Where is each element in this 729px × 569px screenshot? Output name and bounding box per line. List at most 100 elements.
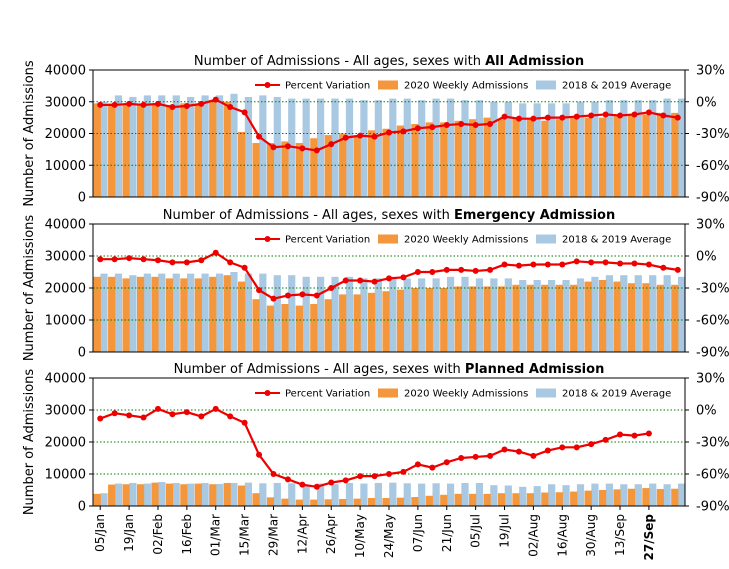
percent-point: [631, 111, 638, 118]
bar-2020: [151, 482, 159, 506]
bar-2020: [396, 289, 405, 352]
bar-avg: [475, 278, 484, 352]
legend-swatch-2020: [378, 388, 398, 398]
percent-point: [443, 266, 450, 273]
percent-point: [97, 256, 104, 263]
bar-avg: [143, 273, 151, 352]
bar-2020: [310, 499, 318, 506]
bar-2020: [295, 499, 303, 506]
percent-point: [414, 125, 421, 132]
bar-2020: [136, 276, 145, 352]
bar-avg: [490, 485, 498, 506]
bar-avg: [634, 275, 642, 352]
bar-2020: [223, 275, 231, 352]
bar-avg: [418, 278, 426, 352]
percent-point: [472, 267, 479, 274]
bar-avg: [331, 276, 339, 352]
bar-avg: [562, 485, 570, 506]
legend-swatch-2020: [378, 80, 398, 90]
legend-point-marker: [264, 390, 271, 396]
y2-tick-label: -90%: [696, 500, 729, 515]
bar-avg: [302, 485, 310, 506]
percent-point: [270, 295, 277, 302]
y-tick-label: 40000: [45, 64, 86, 79]
bar-avg: [317, 276, 325, 352]
percent-point: [645, 430, 652, 437]
bar-2020: [252, 493, 260, 506]
bar-2020: [165, 278, 174, 352]
bar-avg: [114, 95, 123, 197]
bar-2020: [238, 281, 246, 352]
y2-tick-label: 0%: [696, 95, 717, 110]
x-tick-label: 02/Aug: [526, 514, 540, 557]
y2-tick-label: 30%: [696, 218, 725, 233]
bar-avg: [129, 96, 137, 197]
legend-label: Percent Variation: [285, 235, 370, 246]
percent-point: [602, 259, 609, 266]
bar-2020: [483, 117, 491, 197]
x-tick-label: 05/Jan: [93, 514, 107, 552]
percent-point: [429, 269, 436, 275]
bar-avg: [446, 98, 455, 197]
bar-2020: [483, 286, 491, 352]
bar-2020: [598, 490, 607, 506]
y-tick-label: 20000: [45, 436, 86, 451]
y2-tick-label: -30%: [696, 282, 729, 297]
percent-point: [674, 266, 681, 273]
bar-2020: [613, 116, 621, 197]
bar-2020: [151, 103, 159, 197]
percent-point: [227, 259, 234, 266]
bar-2020: [367, 498, 376, 506]
bar-2020: [108, 276, 116, 352]
bar-2020: [353, 498, 361, 506]
bar-2020: [194, 278, 202, 352]
percent-point: [674, 114, 681, 121]
percent-point: [400, 128, 407, 135]
bar-2020: [411, 497, 419, 506]
bar-2020: [194, 103, 202, 197]
bar-avg: [475, 482, 484, 506]
bar-avg: [215, 273, 224, 352]
bar-2020: [570, 491, 578, 506]
bar-2020: [353, 135, 361, 197]
bar-2020: [353, 294, 361, 352]
bar-2020: [165, 104, 174, 197]
bar-avg: [605, 275, 613, 352]
y-tick-label: 0: [78, 500, 86, 515]
percent-point: [284, 476, 291, 483]
percent-point: [212, 405, 219, 412]
bar-avg: [389, 482, 397, 506]
percent-point: [126, 100, 133, 107]
bar-avg: [591, 101, 599, 197]
bar-2020: [151, 276, 159, 352]
percent-point: [400, 468, 407, 475]
percent-point: [140, 101, 147, 108]
bar-2020: [656, 284, 664, 352]
panel-title: Number of Admissions - All ages, sexes w…: [163, 208, 615, 223]
bar-avg: [244, 273, 253, 352]
legend-swatch-2020: [378, 234, 398, 244]
percent-point: [515, 262, 522, 269]
x-tick-label: 30/Aug: [584, 514, 598, 557]
bar-2020: [295, 143, 303, 197]
percent-point: [414, 461, 421, 468]
bar-avg: [143, 95, 151, 197]
percent-point: [313, 147, 320, 154]
percent-point: [660, 264, 667, 271]
percent-point: [183, 409, 190, 416]
bar-2020: [165, 483, 174, 506]
bar-2020: [281, 141, 289, 197]
bar-2020: [671, 488, 679, 506]
y-axis-label: Number of Admissions: [22, 60, 37, 207]
bar-2020: [584, 117, 592, 197]
percent-point: [573, 258, 580, 265]
bar-avg: [100, 101, 108, 197]
bar-avg: [172, 482, 180, 506]
bar-avg: [634, 100, 642, 197]
bar-2020: [642, 488, 650, 506]
x-tick-label: 27/Sep: [642, 514, 656, 561]
percent-point: [111, 101, 118, 108]
bar-2020: [425, 122, 433, 197]
percent-point: [573, 444, 580, 451]
